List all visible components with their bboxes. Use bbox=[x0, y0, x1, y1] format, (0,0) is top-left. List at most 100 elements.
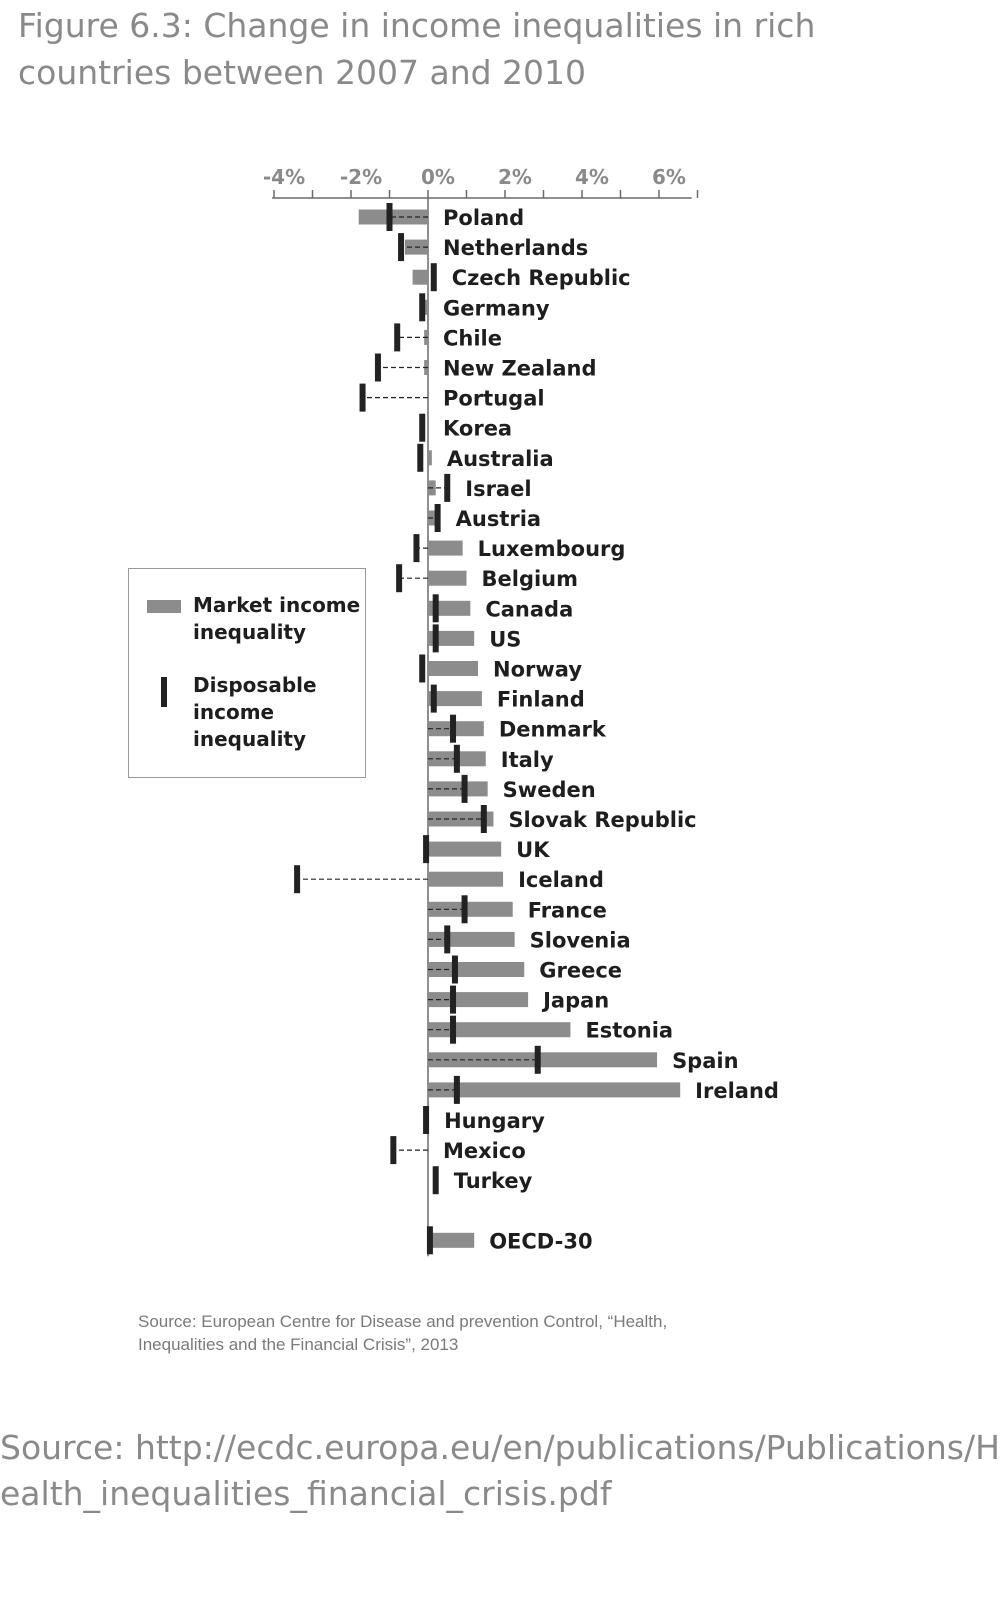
bar-market-income-iceland bbox=[428, 871, 504, 887]
x-tick-label: -2% bbox=[340, 165, 382, 189]
country-label-norway: Norway bbox=[493, 658, 582, 682]
bar-market-income-australia bbox=[428, 450, 432, 466]
country-label-denmark: Denmark bbox=[499, 718, 607, 742]
country-label-czech-republic: Czech Republic bbox=[452, 266, 631, 290]
country-label-ireland: Ireland bbox=[695, 1079, 779, 1103]
country-label-germany: Germany bbox=[443, 296, 550, 320]
country-label-japan: Japan bbox=[541, 989, 609, 1013]
country-label-new-zealand: New Zealand bbox=[443, 357, 597, 381]
country-label-poland: Poland bbox=[443, 206, 524, 230]
bar-market-income-norway bbox=[428, 661, 479, 676]
source-note: Source: European Centre for Disease and … bbox=[138, 1312, 668, 1354]
marker-disposable-income-estonia bbox=[450, 1015, 457, 1044]
marker-disposable-income-iceland bbox=[294, 865, 301, 894]
marker-disposable-income-sweden bbox=[461, 774, 468, 803]
marker-disposable-income-germany bbox=[419, 293, 426, 322]
bar-market-income-uk bbox=[428, 841, 502, 857]
country-label-france: France bbox=[528, 898, 607, 922]
marker-disposable-income-czech-republic bbox=[430, 263, 437, 292]
marker-disposable-income-norway bbox=[419, 654, 426, 683]
marker-disposable-income-france bbox=[461, 895, 468, 924]
marker-disposable-income-hungary bbox=[423, 1106, 430, 1134]
bar-market-income-austria bbox=[428, 510, 440, 526]
country-label-estonia: Estonia bbox=[585, 1019, 673, 1043]
legend-label-market-income: Market income inequality bbox=[193, 593, 361, 644]
country-label-chile: Chile bbox=[443, 326, 502, 350]
marker-disposable-income-denmark bbox=[450, 714, 457, 743]
country-label-portugal: Portugal bbox=[443, 387, 545, 411]
marker-disposable-income-australia bbox=[417, 443, 424, 472]
country-label-australia: Australia bbox=[447, 447, 554, 471]
marker-disposable-income-belgium bbox=[396, 564, 403, 593]
country-label-finland: Finland bbox=[497, 688, 585, 712]
legend: Market income inequality Disposable inco… bbox=[128, 568, 366, 778]
x-tick-label: 2% bbox=[498, 165, 532, 189]
country-label-turkey: Turkey bbox=[454, 1169, 533, 1193]
marker-disposable-income-mexico bbox=[390, 1136, 397, 1165]
bar-market-income-greece bbox=[428, 962, 525, 977]
country-label-canada: Canada bbox=[485, 597, 573, 621]
marker-disposable-income-finland bbox=[430, 684, 437, 713]
bar-market-income-belgium bbox=[428, 570, 467, 586]
country-label-sweden: Sweden bbox=[503, 778, 596, 802]
country-label-hungary: Hungary bbox=[444, 1109, 545, 1133]
x-tick-label: -4% bbox=[263, 165, 305, 189]
country-label-italy: Italy bbox=[501, 748, 554, 772]
country-label-uk: UK bbox=[516, 838, 550, 862]
x-tick-label: 6% bbox=[652, 165, 686, 189]
bar-market-income-spain bbox=[428, 1052, 658, 1068]
marker-disposable-income-us bbox=[432, 624, 439, 653]
bar-market-income-ireland bbox=[428, 1082, 681, 1098]
country-label-oecd-30: OECD-30 bbox=[489, 1229, 592, 1253]
country-labels: Poland Netherlands Czech Republic Germany Ch… bbox=[443, 206, 779, 1253]
country-label-greece: Greece bbox=[539, 959, 622, 983]
inequality-chart: -4% -2% 0% 2% 4% 6% Poland Netherlands Czech Re… bbox=[263, 165, 779, 1257]
country-label-austria: Austria bbox=[456, 507, 541, 531]
marker-disposable-income-austria bbox=[434, 504, 441, 532]
marker-disposable-income-slovenia bbox=[444, 925, 451, 954]
marker-disposable-income-israel bbox=[444, 473, 451, 502]
source-url: Source: http://ecdc.europa.eu/en/publica… bbox=[0, 1428, 1000, 1513]
marker-disposable-income-greece bbox=[451, 955, 458, 984]
x-tick-label: 0% bbox=[421, 165, 455, 189]
marker-disposable-income-turkey bbox=[432, 1166, 439, 1195]
bar-market-income-estonia bbox=[428, 1022, 571, 1038]
x-axis: -4% -2% 0% 2% 4% 6% bbox=[263, 165, 699, 1257]
country-label-spain: Spain bbox=[672, 1049, 738, 1073]
country-label-slovenia: Slovenia bbox=[530, 928, 631, 952]
bar-market-income-czech-republic bbox=[412, 269, 428, 285]
disposable-income-markers bbox=[294, 203, 541, 1255]
bar-market-income-sweden bbox=[428, 781, 488, 797]
country-label-iceland: Iceland bbox=[518, 868, 604, 892]
marker-disposable-income-luxembourg bbox=[413, 534, 420, 563]
marker-disposable-income-canada bbox=[432, 594, 439, 623]
marker-disposable-income-korea bbox=[419, 413, 426, 442]
country-label-us: US bbox=[489, 627, 521, 651]
marker-disposable-income-netherlands bbox=[398, 233, 405, 262]
country-label-israel: Israel bbox=[465, 477, 531, 501]
bar-market-income-finland bbox=[428, 691, 482, 707]
marker-disposable-income-spain bbox=[534, 1045, 541, 1074]
x-tick-label: 4% bbox=[575, 165, 609, 189]
country-label-luxembourg: Luxembourg bbox=[478, 537, 626, 561]
country-label-korea: Korea bbox=[443, 417, 512, 441]
marker-disposable-income-poland bbox=[386, 203, 393, 231]
marker-disposable-income-oecd-30 bbox=[426, 1226, 433, 1255]
marker-disposable-income-japan bbox=[450, 985, 457, 1014]
marker-disposable-income-ireland bbox=[453, 1075, 460, 1104]
marker-disposable-income-portugal bbox=[359, 383, 366, 412]
bar-market-income-japan bbox=[428, 992, 529, 1008]
bar-market-income-france bbox=[428, 901, 513, 917]
legend-label-disposable-income: Disposable income inequality bbox=[193, 673, 317, 751]
marker-disposable-income-slovak-republic bbox=[480, 805, 487, 833]
legend-swatch-market-income bbox=[147, 600, 181, 613]
country-label-belgium: Belgium bbox=[482, 567, 579, 591]
country-label-slovak-republic: Slovak Republic bbox=[508, 808, 696, 832]
figure-title: Figure 6.3: Change in income inequalitie… bbox=[18, 6, 816, 92]
bar-market-income-us bbox=[428, 630, 475, 646]
marker-disposable-income-italy bbox=[453, 744, 460, 773]
marker-disposable-income-new-zealand bbox=[374, 353, 381, 382]
country-label-mexico: Mexico bbox=[443, 1139, 526, 1163]
bar-market-income-oecd-30 bbox=[428, 1232, 475, 1248]
marker-disposable-income-chile bbox=[394, 323, 401, 352]
